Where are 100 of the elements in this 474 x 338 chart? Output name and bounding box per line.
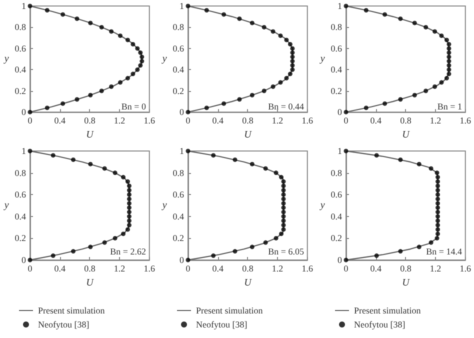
point	[398, 249, 403, 254]
point	[140, 58, 144, 64]
point	[112, 170, 118, 176]
point	[382, 12, 388, 17]
point	[374, 253, 379, 258]
point	[288, 42, 292, 46]
point	[126, 218, 132, 224]
point	[436, 179, 440, 184]
point	[446, 42, 452, 46]
point	[262, 88, 266, 94]
x-tick-label: 1.2	[430, 116, 442, 126]
point	[281, 227, 286, 232]
x-tick-label: 0.8	[400, 116, 412, 126]
point	[424, 88, 428, 94]
point	[263, 166, 268, 171]
point	[121, 174, 126, 180]
annotation: Bn = 14.4	[426, 246, 462, 256]
y-axis-title: y	[3, 200, 10, 211]
point	[284, 38, 289, 42]
point	[138, 50, 143, 55]
point	[60, 101, 66, 106]
point	[281, 196, 286, 202]
point	[436, 205, 440, 210]
point	[125, 76, 130, 80]
point	[290, 50, 295, 55]
x-tick-label: 0.8	[242, 116, 254, 126]
point	[446, 63, 452, 68]
point	[102, 240, 107, 245]
point	[135, 67, 140, 72]
x-axis-title: U	[86, 130, 94, 140]
x-tick-label: 0.4	[212, 116, 224, 126]
point	[74, 16, 80, 21]
point	[118, 80, 123, 85]
x-tick-label: 1.6	[144, 264, 156, 274]
point	[412, 92, 417, 98]
y-tick-label: 0.6	[172, 190, 184, 200]
y-tick-label: 0.8	[14, 168, 26, 178]
point	[140, 54, 144, 60]
point	[274, 236, 278, 240]
y-tick-label: 1	[22, 1, 26, 11]
y-tick-label: 0	[180, 255, 184, 265]
point	[364, 8, 368, 12]
point	[278, 33, 283, 38]
x-tick-label: 0.8	[400, 264, 412, 274]
point	[232, 249, 238, 254]
point	[125, 227, 130, 232]
y-tick-label: 0.6	[172, 43, 184, 54]
y-tick-label: 0.8	[14, 22, 26, 32]
point	[232, 157, 238, 162]
point	[446, 46, 452, 51]
point	[412, 20, 417, 26]
y-tick-label: 0.8	[172, 22, 184, 32]
point	[424, 24, 428, 30]
point	[44, 106, 50, 110]
point	[432, 29, 438, 34]
point	[88, 20, 93, 26]
y-tick-label: 1	[22, 146, 26, 156]
point	[109, 84, 114, 89]
point	[71, 157, 76, 162]
y-tick-label: 0.4	[172, 64, 184, 75]
point	[237, 97, 242, 102]
point	[436, 232, 440, 236]
point	[126, 184, 132, 188]
point	[446, 54, 452, 60]
point	[138, 63, 143, 68]
point	[126, 222, 132, 228]
point	[374, 153, 379, 158]
y-tick-label: 0.8	[330, 22, 342, 32]
point	[109, 29, 114, 34]
point	[281, 192, 286, 197]
x-tick-label: 1.2	[272, 116, 284, 126]
y-tick-label: 0.6	[14, 190, 26, 200]
point	[398, 157, 403, 162]
point	[71, 249, 76, 254]
point	[270, 84, 276, 89]
point	[250, 244, 254, 250]
point	[125, 38, 130, 42]
y-tick-label: 0.8	[172, 168, 184, 178]
x-tick-label: 0.4	[54, 116, 66, 126]
y-tick-label: 0	[338, 255, 342, 265]
point	[279, 174, 284, 180]
legend-label: Neofytou [38]	[196, 320, 248, 330]
point	[281, 218, 286, 224]
point	[436, 196, 440, 202]
point	[126, 192, 132, 197]
y-tick-label: 1	[338, 146, 342, 156]
point	[60, 12, 66, 17]
point	[344, 110, 348, 114]
y-tick-label: 0.2	[14, 86, 26, 96]
point	[436, 218, 440, 224]
point	[270, 29, 276, 34]
point	[211, 153, 216, 158]
point	[444, 38, 449, 42]
point	[279, 232, 284, 236]
y-axis-title: y	[3, 54, 10, 65]
x-tick-label: 1.6	[460, 116, 472, 126]
y-tick-label: 0.4	[172, 211, 184, 222]
point	[263, 240, 268, 245]
point	[436, 214, 440, 219]
x-axis-title: U	[244, 130, 252, 140]
